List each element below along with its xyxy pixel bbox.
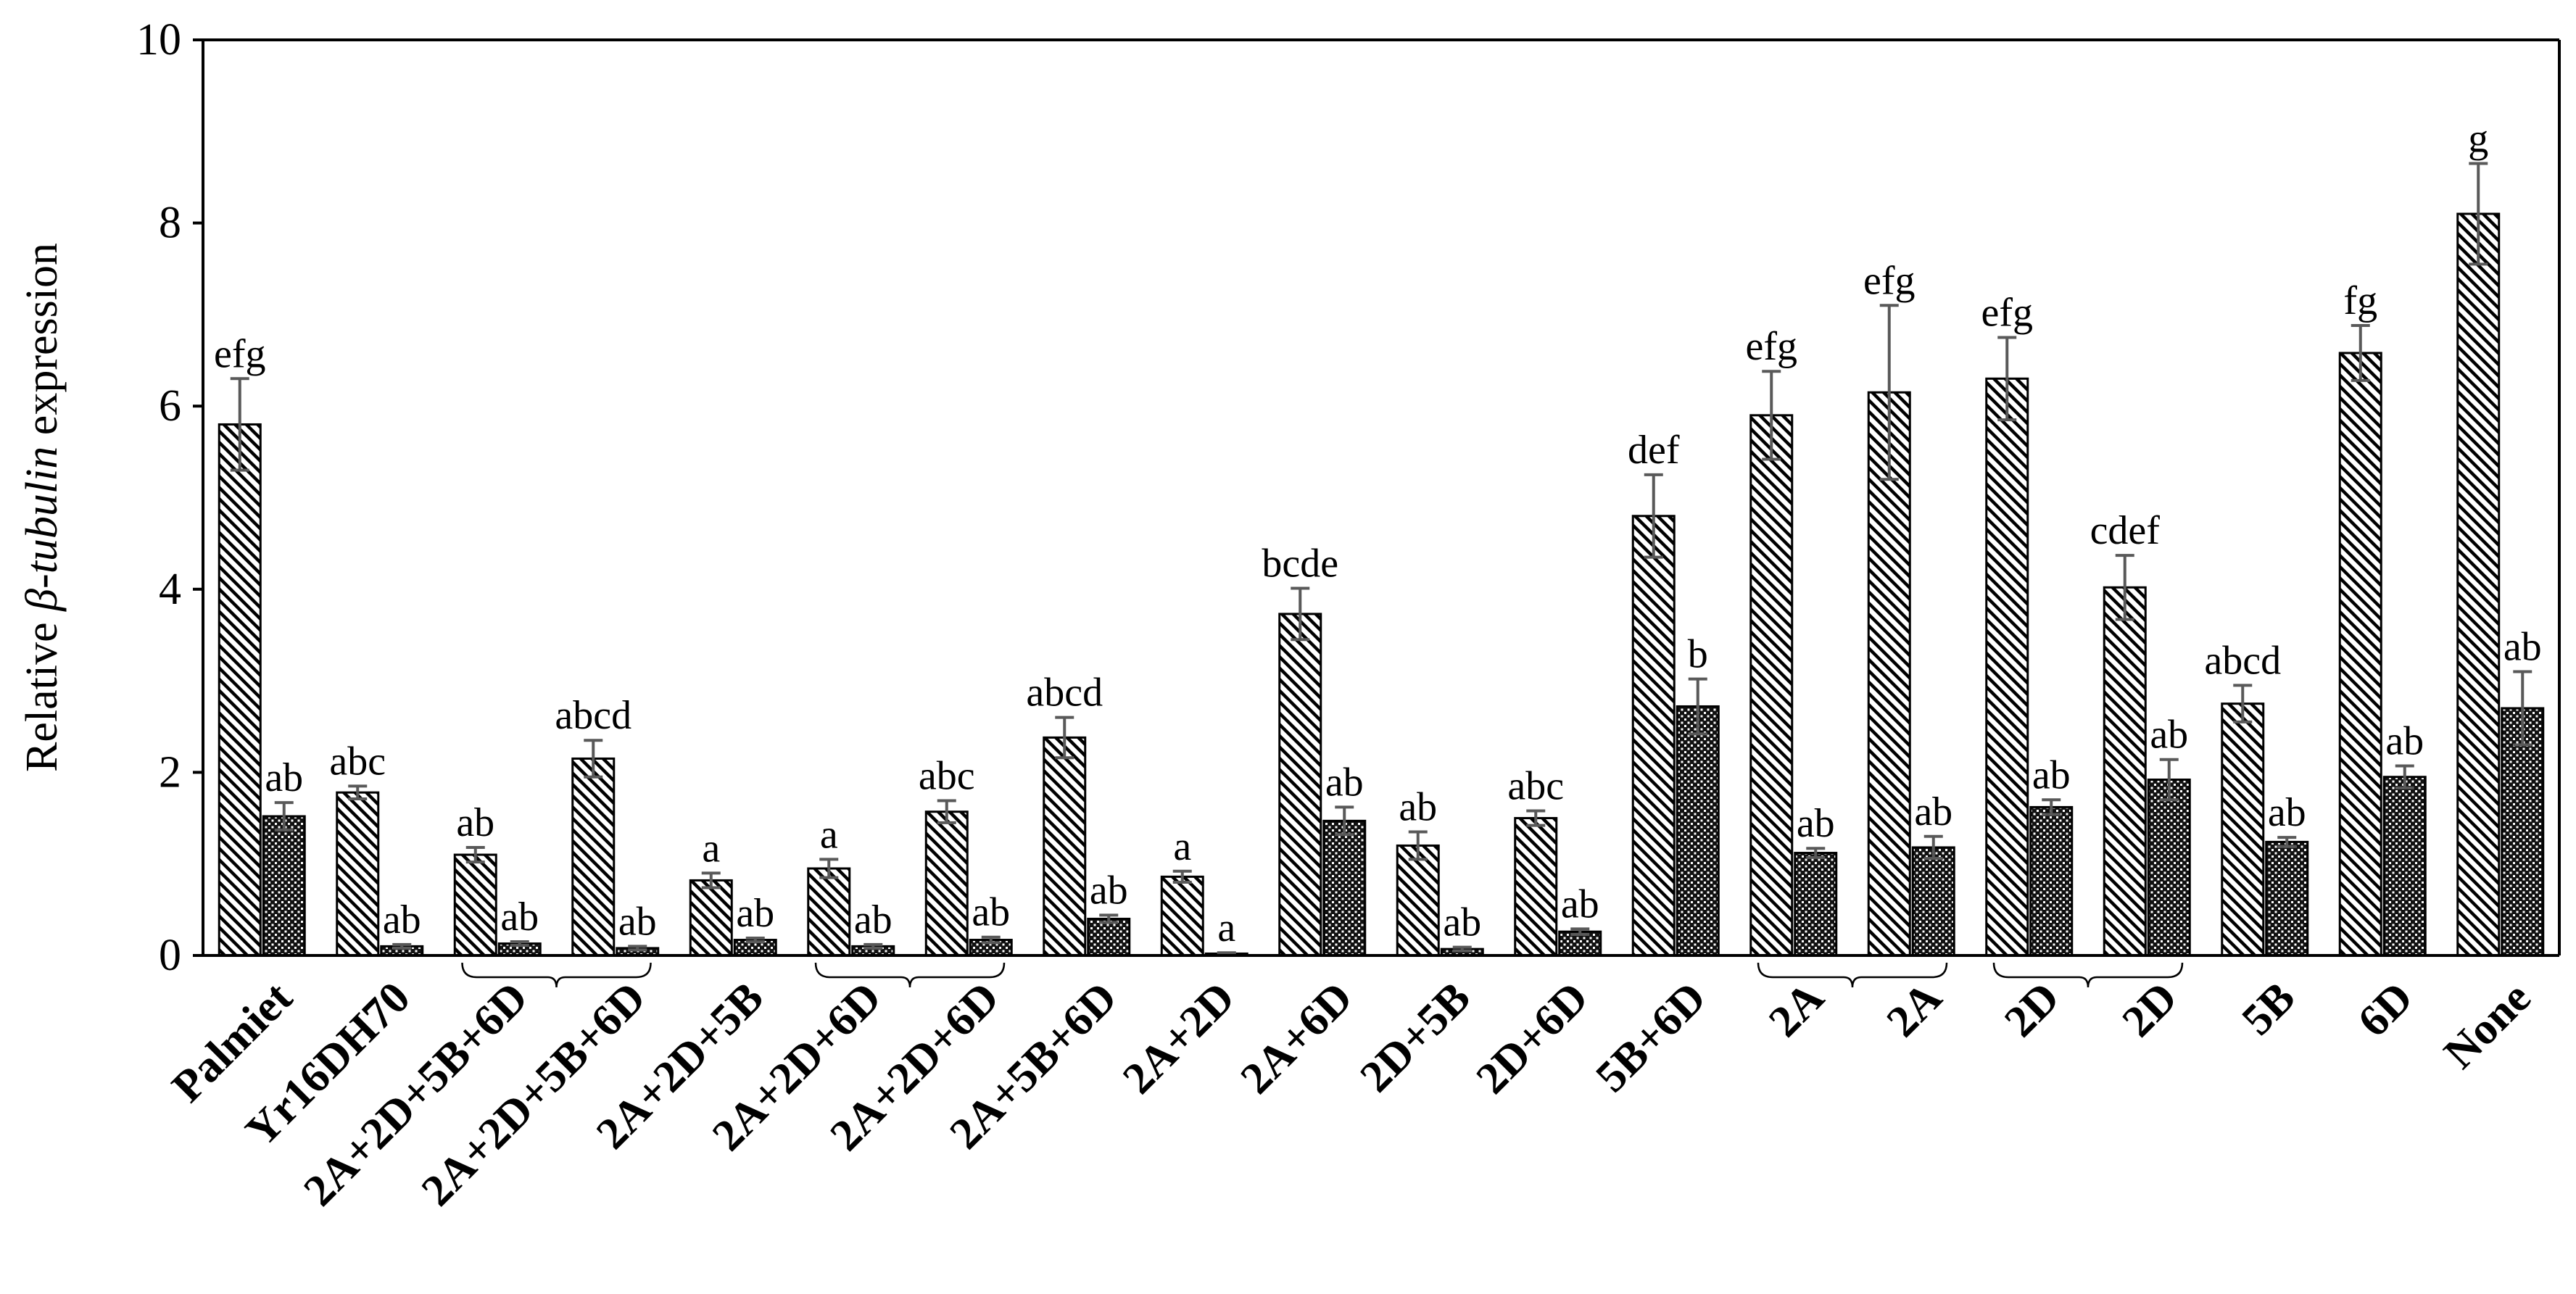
significance-label-series1-3: abcd [555,693,631,738]
x-tick-label-19: None [2435,973,2540,1079]
significance-label-series1-0: efg [214,331,266,376]
bar-series2-7 [1087,917,1131,957]
x-tick-label-14: 2A [1877,973,1951,1047]
bar-series1-4 [689,879,733,957]
x-tick-label-16: 2D [2113,973,2187,1047]
significance-label-series2-16: ab [2150,713,2188,758]
significance-label-series2-6: ab [972,890,1010,935]
x-tick-label-13: 2A [1760,973,1834,1047]
significance-label-series2-18: ab [2385,719,2424,764]
significance-label-series1-5: a [820,812,838,857]
significance-label-series1-19: g [2468,117,2488,162]
group-bracket-3 [1992,962,2184,988]
bar-series2-14 [1911,846,1955,957]
significance-label-series1-10: ab [1399,784,1437,829]
significance-label-series2-4: ab [736,891,774,936]
significance-label-series1-18: fg [2343,278,2377,323]
bar-series2-0 [262,815,306,957]
significance-label-series2-11: ab [1561,882,1599,926]
significance-label-series1-9: bcde [1262,542,1338,586]
y-tick-label-0: 0 [159,931,181,980]
significance-label-series2-9: ab [1325,760,1364,805]
group-bracket-2 [1757,962,1948,988]
bar-series1-19 [2456,212,2501,957]
significance-label-series1-16: cdef [2090,508,2161,553]
significance-label-series1-8: a [1173,824,1191,869]
bar-series2-18 [2382,776,2427,957]
bar-series1-17 [2221,702,2265,957]
bar-series2-12 [1676,705,1720,957]
bar-series1-7 [1043,736,1087,957]
x-tick-label-8: 2A+2D [1114,973,1244,1103]
significance-label-series2-2: ab [500,895,539,940]
significance-label-series1-2: ab [456,800,494,845]
x-tick-label-15: 2D [1995,973,2069,1047]
bar-series1-5 [807,867,851,957]
x-tick-label-11: 2D+6D [1467,973,1597,1103]
bar-series2-13 [1794,852,1838,957]
significance-label-series1-13: efg [1745,324,1797,369]
significance-label-series1-14: efg [1863,258,1916,303]
x-tick-label-9: 2A+6D [1231,973,1362,1103]
significance-label-series2-14: ab [1914,789,1952,834]
bar-series1-6 [924,810,969,957]
significance-label-series1-15: efg [1981,290,2033,335]
significance-label-series1-17: abcd [2204,638,2281,683]
x-tick-labels: PalmietYr16DH702A+2D+5B+6D2A+2D+5B+6D2A+… [162,973,2540,1216]
group-bracket-1 [814,962,1006,988]
y-tick-label-3: 6 [159,381,181,431]
bar-series1-16 [2103,586,2147,957]
significance-label-series1-6: abc [919,754,975,799]
significance-label-series2-5: ab [854,897,893,942]
significance-label-series2-1: ab [383,897,421,942]
x-tick-label-12: 5B+6D [1586,973,1715,1102]
bar-series1-15 [1985,377,2029,957]
significance-label-series2-17: ab [2268,790,2306,835]
x-tick-label-18: 6D [2348,973,2422,1047]
bar-series1-11 [1514,817,1558,957]
bar-series2-17 [2265,840,2309,957]
bar-series2-15 [2029,805,2074,957]
x-tick-label-17: 5B [2232,973,2304,1045]
y-tick-label-5: 10 [136,15,181,65]
bar-series2-9 [1322,819,1367,957]
bar-series1-12 [1631,515,1676,957]
bar-series1-2 [453,853,497,957]
significance-label-series2-15: ab [2032,752,2071,797]
bar-series1-14 [1867,391,1911,957]
significance-label-series2-8: a [1217,905,1235,950]
x-tick-label-10: 2D+5B [1351,973,1480,1102]
bar-series1-9 [1278,613,1322,957]
bar-series1-8 [1160,875,1204,957]
significance-label-series2-3: ab [618,899,657,944]
bar-series1-13 [1749,414,1794,957]
significance-label-series2-19: ab [2503,624,2542,669]
bar-series2-16 [2147,779,2191,957]
significance-label-series1-4: a [702,826,720,871]
y-tick-label-4: 8 [159,199,181,248]
significance-label-series1-7: abcd [1026,671,1103,716]
significance-label-series1-11: abc [1507,763,1564,808]
group-bracket-0 [461,962,652,988]
bar-series1-0 [218,423,262,957]
y-tick-label-2: 4 [159,565,181,614]
significance-label-series2-0: ab [265,755,303,800]
significance-label-series2-7: ab [1090,868,1128,913]
significance-label-series1-12: def [1628,428,1680,473]
significance-label-series2-10: ab [1443,900,1481,945]
bar-series1-3 [571,757,616,957]
bar-series1-10 [1396,844,1440,957]
y-axis-label: Relative β-tubulin expression [17,243,67,772]
significance-label-series2-12: b [1688,632,1708,677]
significance-label-series2-13: ab [1797,801,1835,846]
y-tick-label-1: 2 [159,747,181,797]
significance-label-series1-1: abc [329,739,386,784]
bar-series1-1 [336,791,380,957]
axes: 0 2 4 6 8 10 [136,15,2561,988]
bar-series1-18 [2338,352,2382,957]
